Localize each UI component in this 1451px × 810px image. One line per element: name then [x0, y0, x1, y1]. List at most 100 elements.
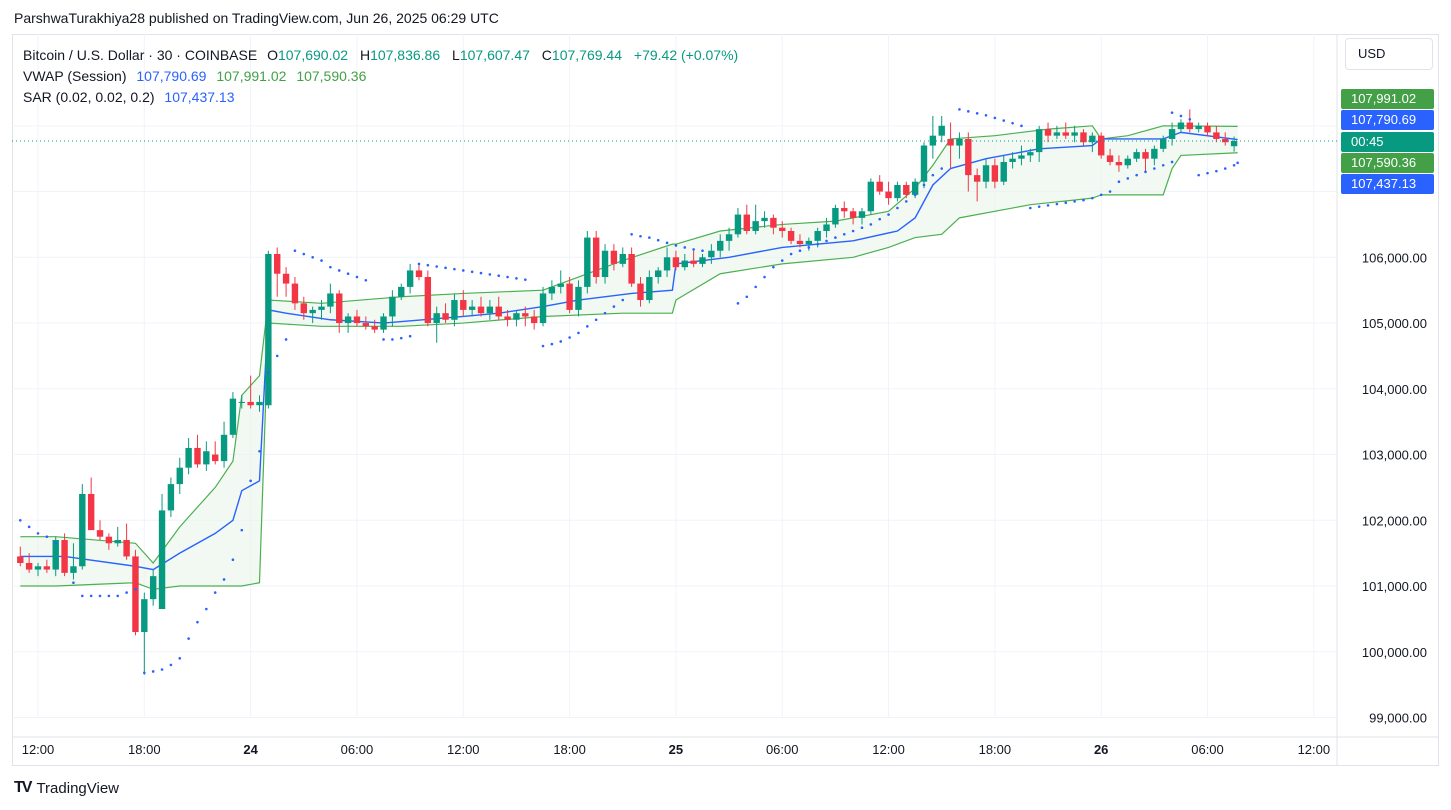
candle-body	[34, 566, 42, 570]
sar-dot	[1215, 169, 1218, 173]
sar-dot	[603, 311, 607, 315]
candle-body	[468, 306, 476, 310]
x-tick-label: 06:00	[1191, 742, 1224, 757]
candle-body	[885, 191, 892, 199]
candle	[1124, 155, 1131, 169]
candle-body	[504, 316, 511, 320]
candle	[858, 207, 866, 225]
candle-body	[858, 211, 866, 218]
candle-body	[1071, 132, 1078, 136]
candle	[849, 207, 857, 225]
candle-body	[708, 250, 715, 258]
sar-dots	[18, 108, 1239, 675]
sar-dot	[1037, 205, 1041, 208]
candle	[25, 553, 33, 573]
candle	[282, 267, 290, 297]
sar-dot	[1002, 119, 1006, 122]
candle-body	[1009, 158, 1016, 162]
candle	[920, 142, 928, 189]
vwap-lower-band-line	[20, 152, 1238, 590]
candle	[1168, 122, 1176, 146]
sar-dot	[125, 591, 128, 594]
sar-dot	[621, 298, 625, 302]
candle	[34, 563, 42, 577]
candle-body	[832, 207, 839, 225]
sar-dot	[355, 275, 359, 279]
legend-sar-label[interactable]: SAR (0.02, 0.02, 0.2)	[23, 89, 155, 105]
candle	[779, 221, 786, 238]
sar-dot	[577, 331, 580, 335]
sar-dot	[249, 479, 252, 483]
sar-dot	[772, 265, 775, 269]
x-tick-label: 06:00	[766, 742, 799, 757]
legend-symbol[interactable]: Bitcoin / U.S. Dollar · 30 · COINBASE	[23, 47, 258, 63]
sar-dot	[1108, 190, 1112, 193]
candle-body	[530, 316, 538, 324]
candle-body	[291, 283, 299, 304]
sar-dot	[940, 167, 944, 170]
sar-dot	[293, 249, 297, 253]
candle	[965, 132, 972, 192]
candle-body	[424, 277, 432, 324]
candle	[460, 290, 467, 317]
sar-dot	[1029, 206, 1032, 210]
sar-dot	[453, 267, 456, 271]
legend-vwap-row[interactable]: VWAP (Session) 107,790.69 107,991.02 107…	[23, 66, 746, 87]
legend-vwap-value: 107,790.69	[136, 68, 207, 84]
x-tick-label: 24	[243, 742, 258, 757]
candle	[167, 477, 175, 517]
candle	[212, 441, 219, 465]
sar-dot	[515, 277, 518, 280]
candle	[947, 122, 954, 169]
candle	[61, 533, 68, 577]
candle	[176, 457, 183, 494]
legend-ohlc-row[interactable]: Bitcoin / U.S. Dollar · 30 · COINBASE O1…	[23, 45, 746, 66]
candle	[637, 277, 644, 307]
vwap-upper-price-tag: 107,991.02	[1341, 89, 1434, 109]
sar-price-tag: 107,437.13	[1341, 174, 1434, 194]
currency-button[interactable]: USD	[1345, 38, 1433, 70]
candle	[141, 592, 148, 675]
x-tick-label: 18:00	[979, 742, 1012, 757]
candle-body	[398, 286, 405, 297]
sar-dot	[160, 668, 164, 671]
sar-dot	[1046, 204, 1050, 207]
sar-dot	[222, 578, 226, 581]
candle	[105, 533, 113, 550]
x-tick-label: 26	[1094, 742, 1108, 757]
candle	[717, 234, 724, 258]
candle-body	[584, 237, 591, 287]
candle	[655, 267, 662, 284]
sar-dot	[461, 269, 465, 272]
sar-dot	[364, 279, 368, 282]
sar-dot	[1020, 124, 1023, 128]
candle-body	[637, 283, 644, 301]
candle-body	[229, 398, 237, 435]
candle-body	[1230, 141, 1238, 147]
sar-dot	[524, 278, 527, 281]
candle-body	[610, 250, 618, 264]
x-tick-label: 12:00	[1298, 742, 1331, 757]
candle-body	[52, 539, 59, 570]
legend-vwap-label[interactable]: VWAP (Session)	[23, 68, 127, 84]
sar-dot	[834, 236, 837, 239]
candle-body	[123, 539, 130, 557]
tradingview-logo[interactable]: TV TradingView	[14, 779, 119, 797]
candle	[539, 286, 547, 327]
chart-frame	[12, 34, 1439, 766]
candle	[70, 543, 77, 580]
sar-dot	[1161, 163, 1165, 167]
candle-body	[743, 214, 750, 232]
legend-high-label: H	[359, 47, 371, 63]
candle	[982, 158, 990, 189]
candle	[601, 244, 609, 284]
candle	[1160, 135, 1167, 153]
candle-body	[194, 447, 201, 465]
candle	[1000, 155, 1007, 185]
candle	[1115, 155, 1123, 172]
candle	[327, 283, 334, 314]
legend-sar-row[interactable]: SAR (0.02, 0.02, 0.2) 107,437.13	[23, 87, 746, 108]
candle	[433, 306, 440, 343]
candle	[185, 438, 192, 475]
